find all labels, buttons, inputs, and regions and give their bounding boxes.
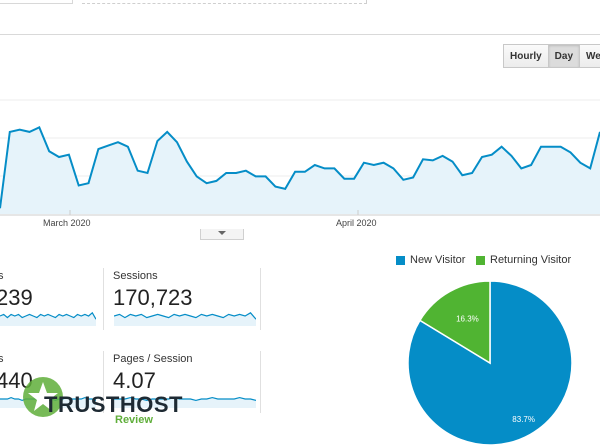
- header-divider: [0, 34, 600, 35]
- metric-label-pages-per-session: Pages / Session: [113, 353, 193, 365]
- collapse-chart-toggle[interactable]: [200, 229, 244, 240]
- day-button[interactable]: Day: [549, 44, 580, 68]
- top-toolbar-strip: [0, 0, 600, 30]
- top-dashed-box: [82, 0, 367, 4]
- legend-returning-visitor: Returning Visitor: [476, 254, 571, 266]
- sessions-line-chart: [0, 90, 600, 216]
- granularity-toggle: Hourly Day Week: [503, 44, 600, 68]
- sparkline-users: [0, 306, 96, 326]
- caret-down-icon: [218, 231, 226, 235]
- legend-swatch-new: [396, 256, 405, 265]
- watermark-brand: TRUSTHOST: [44, 392, 183, 418]
- top-input-box[interactable]: [0, 0, 73, 4]
- chart-area-fill: [0, 127, 600, 214]
- metric-label-sessions: Sessions: [113, 270, 158, 282]
- trusthost-watermark: TRUSTHOST Review: [20, 374, 200, 424]
- watermark-sub: Review: [115, 414, 153, 426]
- pie-label-new: 83.7%: [512, 415, 535, 424]
- x-tick-label-april: April 2020: [336, 218, 377, 228]
- legend-swatch-returning: [476, 256, 485, 265]
- visitor-pie-chart: 83.7% 16.3%: [405, 278, 575, 448]
- legend-new-visitor: New Visitor: [396, 254, 465, 266]
- sparkline-sessions: [114, 306, 256, 326]
- metric-divider: [260, 351, 261, 413]
- metric-label-pageviews: s: [0, 353, 4, 365]
- metric-divider: [260, 268, 261, 330]
- pie-label-returning: 16.3%: [456, 315, 479, 324]
- legend-label-new: New Visitor: [410, 254, 465, 266]
- week-button[interactable]: Week: [580, 44, 600, 68]
- metric-divider: [103, 268, 104, 330]
- x-tick-label-march: March 2020: [43, 218, 91, 228]
- legend-label-returning: Returning Visitor: [490, 254, 571, 266]
- metric-label-users: s: [0, 270, 4, 282]
- hourly-button[interactable]: Hourly: [503, 44, 549, 68]
